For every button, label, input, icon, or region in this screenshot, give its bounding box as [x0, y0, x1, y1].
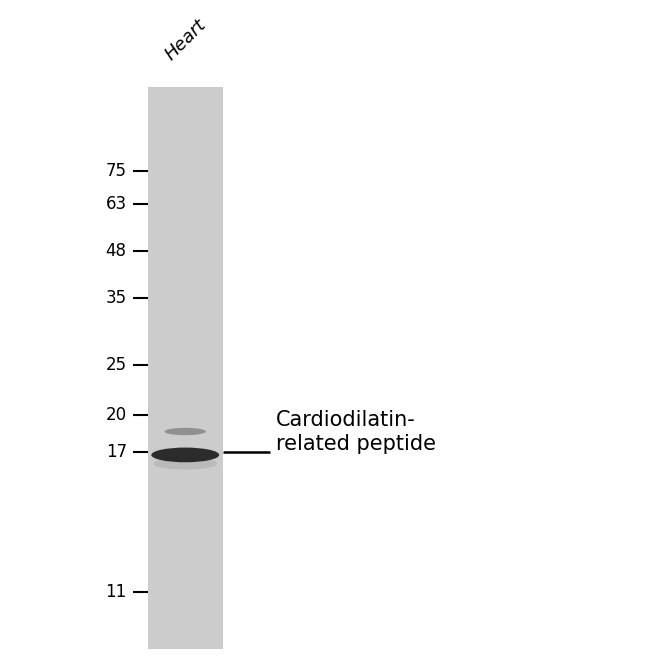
Text: 11: 11: [105, 583, 127, 601]
Ellipse shape: [151, 448, 219, 462]
Text: Cardiodilatin-
related peptide: Cardiodilatin- related peptide: [276, 409, 436, 454]
Text: 48: 48: [106, 242, 127, 260]
Ellipse shape: [164, 428, 206, 436]
Text: Heart: Heart: [161, 15, 209, 64]
Bar: [148, 87, 223, 649]
Text: 35: 35: [105, 289, 127, 306]
Text: 25: 25: [105, 356, 127, 373]
Text: 17: 17: [105, 443, 127, 460]
Text: 20: 20: [105, 406, 127, 423]
Text: 75: 75: [106, 162, 127, 179]
Ellipse shape: [153, 458, 217, 470]
Text: 63: 63: [105, 195, 127, 213]
